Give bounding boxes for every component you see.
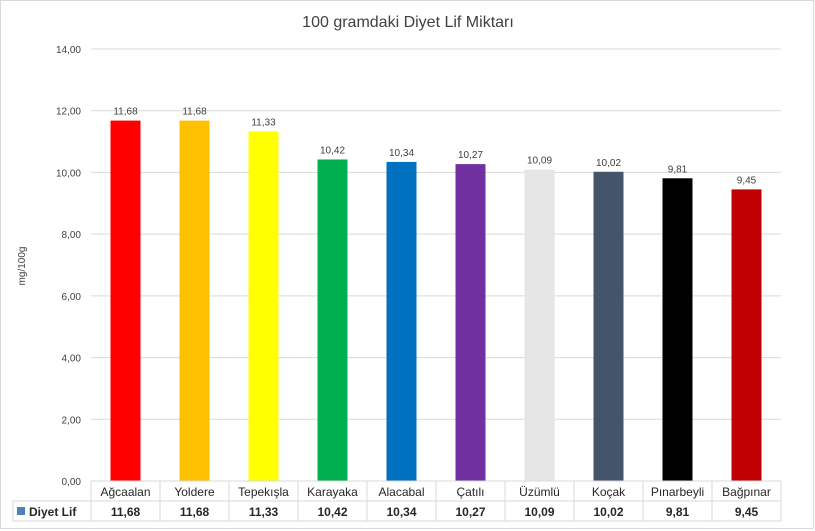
category-label: Koçak [592,485,626,499]
data-label: 11,33 [251,117,276,128]
y-tick-label: 8,00 [62,230,82,241]
category-label: Çatılı [456,485,484,499]
table-value: 11,68 [180,505,210,519]
bar-7 [524,169,555,481]
table-value: 10,02 [593,505,623,519]
y-tick-label: 2,00 [62,415,82,426]
table-value: 10,42 [317,505,347,519]
bar-3 [248,131,279,482]
data-label: 9,81 [668,164,688,175]
bar-6 [455,164,486,481]
bar-4 [317,159,348,481]
data-label: 10,02 [596,158,621,169]
data-table: Ağcaalan 11,68 Yoldere 11,68 Tepekışla 11,33 K… [12,480,782,522]
data-label: 11,68 [182,107,207,118]
y-tick-label: 10,00 [56,168,81,179]
table-value: 10,34 [386,505,416,519]
bar-5 [386,161,417,482]
data-label: 10,09 [527,156,552,167]
table-value: 11,33 [249,505,279,519]
y-tick-label: 4,00 [62,354,82,365]
bar-9 [662,178,693,481]
category-label: Üzümlü [519,485,560,499]
table-value: 11,68 [111,505,141,519]
category-label: Ağcaalan [100,485,150,499]
data-label: 11,68 [113,107,138,118]
y-axis-title: mg/100g [17,247,28,286]
bar-2 [179,120,210,482]
chart-title: 100 gramdaki Diyet Lif Miktarı [302,14,514,31]
y-tick-label: 6,00 [62,292,82,303]
table-value: 9,45 [735,505,759,519]
category-label: Alacabal [378,485,424,499]
data-label: 10,27 [458,150,483,161]
category-label: Tepekışla [238,485,289,499]
data-label: 10,34 [389,148,414,159]
data-labels: 11,68 11,68 11,33 10,42 10,34 10,27 10,09 10,02… [113,107,756,187]
bar-1 [110,120,141,482]
legend-series-name: Diyet Lif [29,505,77,519]
data-label: 9,45 [737,175,757,186]
category-label: Yoldere [174,485,215,499]
bar-10 [731,189,762,481]
bars [110,120,762,482]
bar-8 [593,171,624,481]
table-value: 10,09 [524,505,554,519]
category-label: Karayaka [307,485,358,499]
y-tick-label: 0,00 [62,477,82,488]
y-tick-label: 12,00 [56,107,81,118]
table-value: 9,81 [666,505,690,519]
y-axis-ticks: 0,00 2,00 4,00 6,00 8,00 10,00 12,00 14,00 [56,45,81,488]
y-tick-label: 14,00 [56,45,81,56]
category-label: Bağpınar [722,485,771,499]
legend-key-swatch [17,507,25,515]
table-value: 10,27 [455,505,485,519]
data-label: 10,42 [320,145,345,156]
category-label: Pınarbeyli [651,485,704,499]
